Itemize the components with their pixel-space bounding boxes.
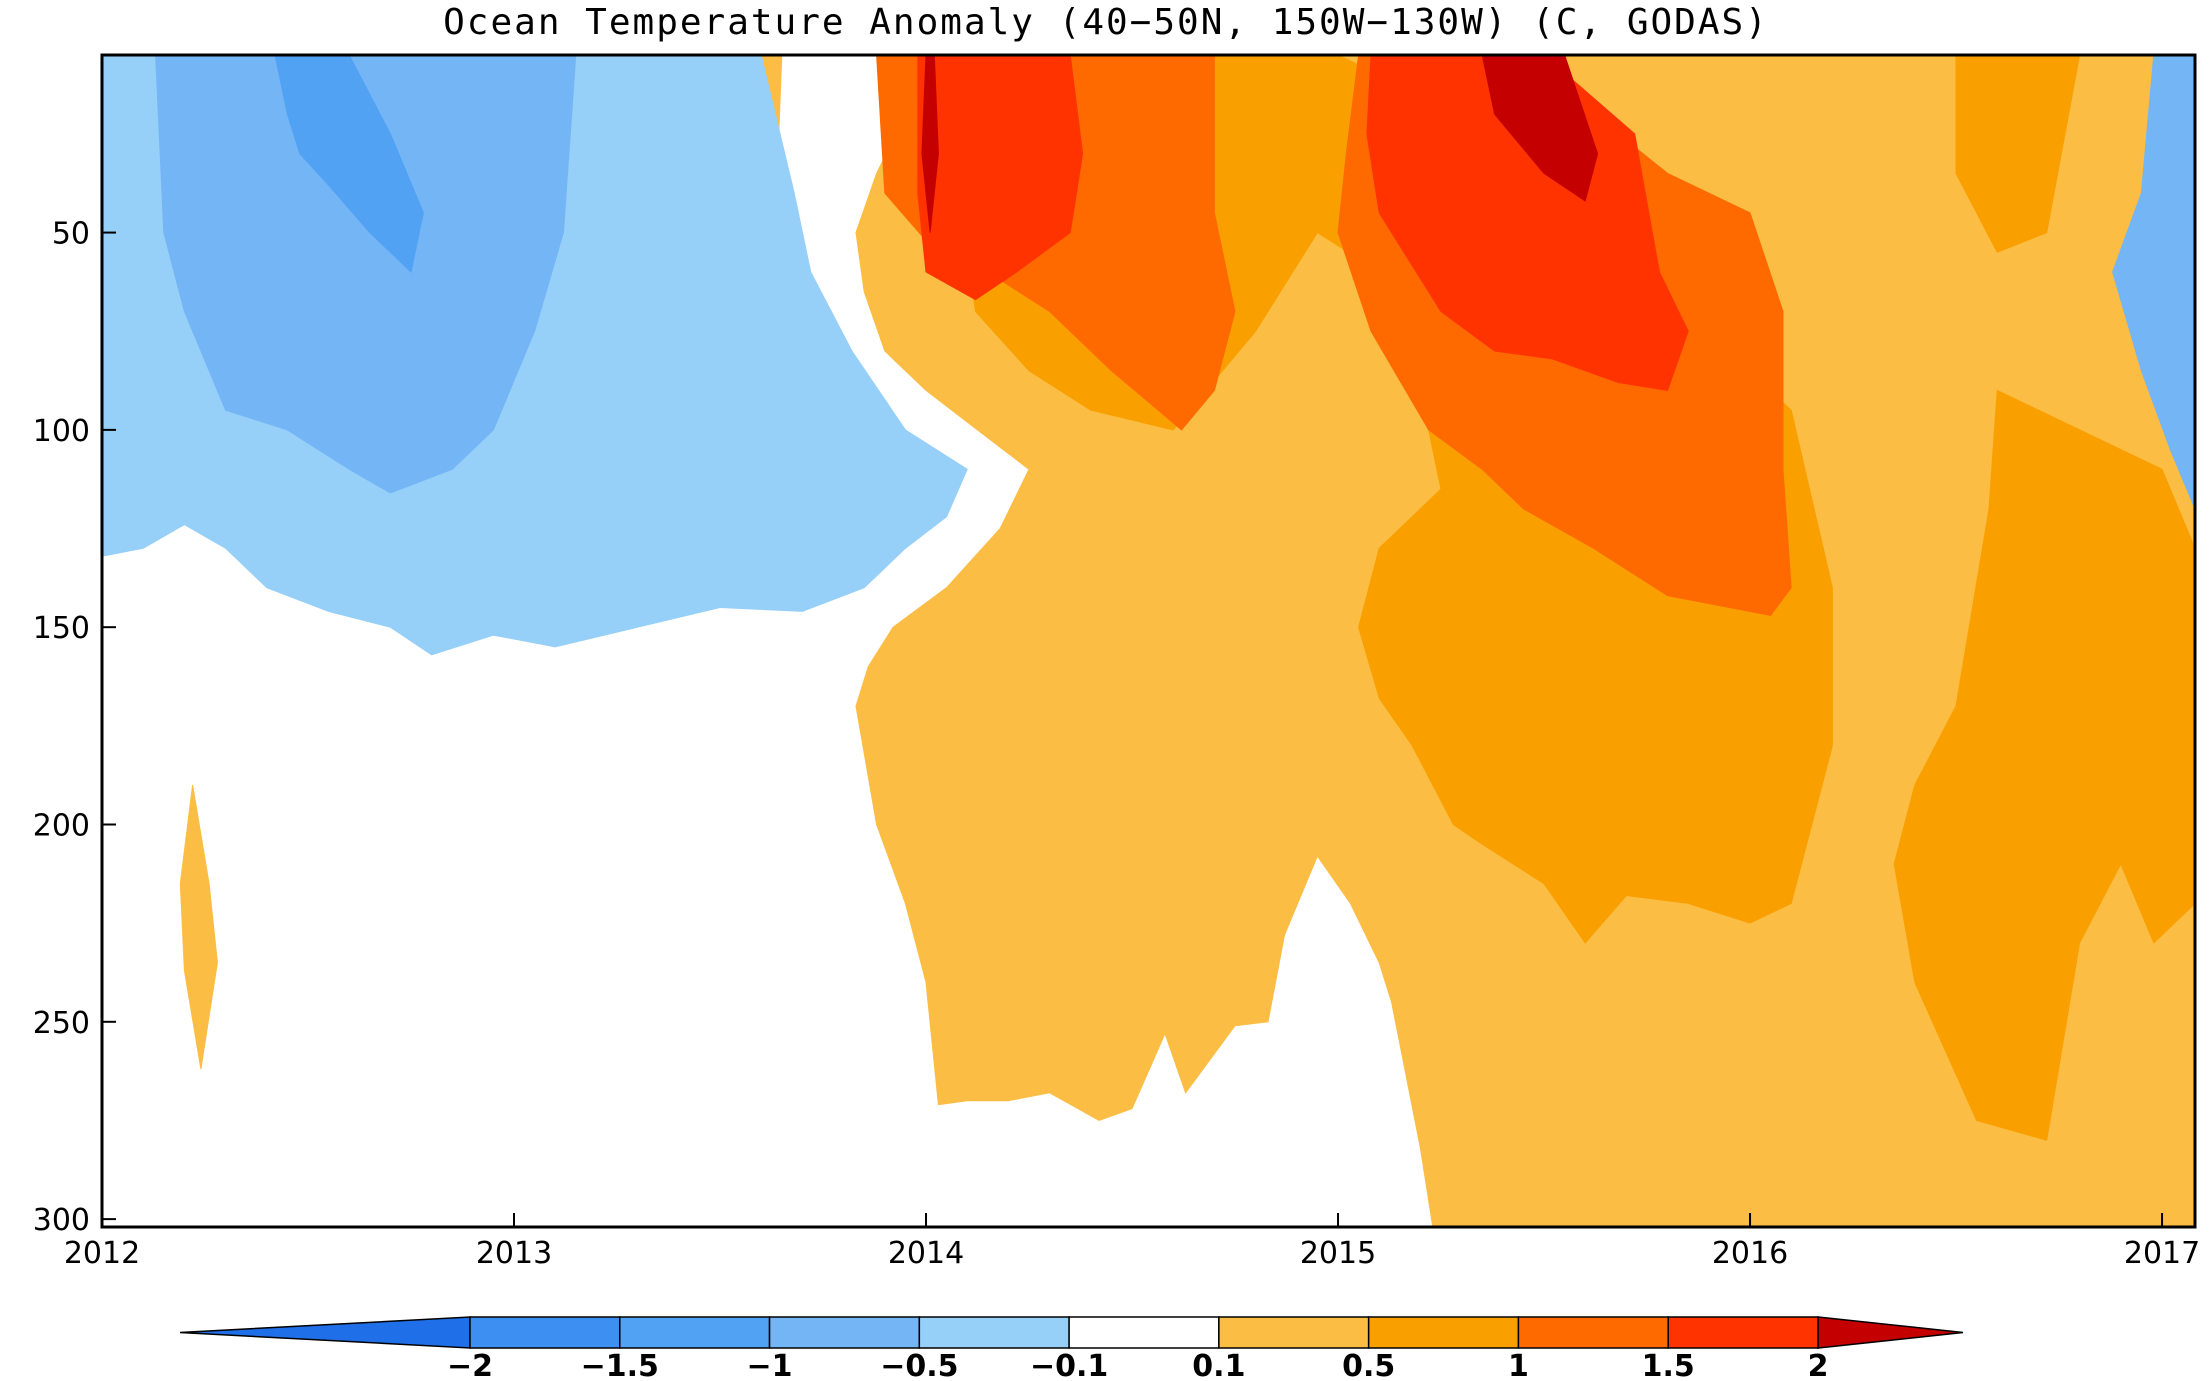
contour-region-neg0p5-1: [2112, 55, 2195, 509]
y-axis: 50 100 150 200 250 300: [33, 217, 116, 1238]
plot-frame: [100, 53, 2197, 1229]
colorbar-swatch: [1367, 1316, 1520, 1349]
x-tick-label: 2013: [476, 1236, 552, 1271]
colorbar-under-arrow: [179, 1316, 471, 1349]
contour-region-2-1: [1481, 55, 1599, 202]
colorbar-label: 0.5: [1342, 1349, 1395, 1381]
contour-region-neg1-0: [274, 55, 424, 273]
y-tick-label: 300: [33, 1203, 90, 1238]
y-tick-label: 200: [33, 808, 90, 843]
y-tick-label: 50: [52, 217, 90, 252]
colorbar-label: 2: [1808, 1349, 1829, 1381]
contour-region-1p5-1: [1366, 55, 1689, 391]
colorbar-swatch: [768, 1316, 921, 1349]
colorbar-label: −0.1: [1030, 1349, 1108, 1381]
colorbar-label: 1: [1508, 1349, 1529, 1381]
colorbar-swatch: [1068, 1316, 1220, 1349]
y-tick-label: 150: [33, 611, 90, 646]
colorbar-label: −0.5: [880, 1349, 958, 1381]
colorbar: −2 −1.5 −1 −0.5 −0.1 0.1 0.5 1 1.5 2: [179, 1316, 1964, 1381]
contour-region-1p5-0: [917, 55, 1084, 301]
y-tick-label: 100: [33, 414, 90, 449]
colorbar-label: 1.5: [1642, 1349, 1695, 1381]
contour-region-0p1-1: [179, 784, 218, 1070]
colorbar-swatch: [619, 1316, 771, 1349]
x-tick-label: 2014: [888, 1236, 964, 1271]
colorbar-swatch: [918, 1316, 1070, 1349]
colorbar-label: −1.5: [581, 1349, 659, 1381]
y-tick-label: 250: [33, 1006, 90, 1041]
contour-region-2-0: [921, 55, 939, 233]
colorbar-label: −2: [447, 1349, 493, 1381]
contour-region-0p5-1: [1955, 55, 2081, 253]
colorbar-label: −1: [747, 1349, 793, 1381]
colorbar-swatch: [1218, 1316, 1370, 1349]
colorbar-label: 0.1: [1192, 1349, 1245, 1381]
contour-region-neg0p5-0: [155, 55, 577, 494]
contour-fill-layer: [102, 55, 2195, 1227]
colorbar-over-arrow: [1817, 1316, 1964, 1349]
x-tick-label: 2015: [1300, 1236, 1376, 1271]
x-tick-label: 2012: [64, 1236, 140, 1271]
colorbar-swatch: [1517, 1316, 1669, 1349]
chart-title: Ocean Temperature Anomaly (40−50N, 150W−…: [443, 2, 1769, 43]
x-tick-label: 2017: [2124, 1236, 2200, 1271]
x-axis: 2012 2013 2014 2015 2016 2017: [64, 1213, 2200, 1271]
contour-region-0p5-2: [1893, 389, 2195, 1141]
colorbar-swatch: [1667, 1316, 1819, 1349]
x-tick-label: 2016: [1712, 1236, 1788, 1271]
colorbar-swatch: [469, 1316, 621, 1349]
